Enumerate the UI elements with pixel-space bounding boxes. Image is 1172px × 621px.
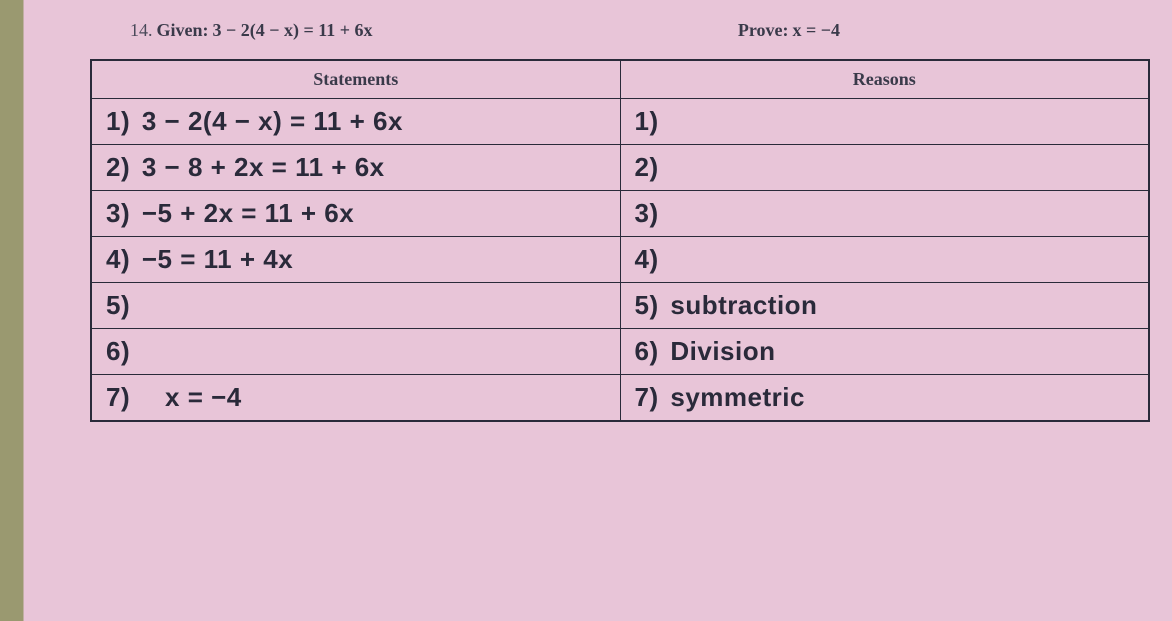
given-equation: 3 − 2(4 − x) = 11 + 6x [213,20,373,40]
prove-section: Prove: x = −4 [738,20,840,41]
reason-text: symmetric [670,382,805,412]
statement-number: 3) [106,198,130,229]
reason-cell: 6) Division [620,329,1149,375]
statement-cell: 5) [91,283,620,329]
table-row: 1) 3 − 2(4 − x) = 11 + 6x 1) [91,99,1149,145]
reasons-header: Reasons [620,60,1149,99]
reason-text: subtraction [670,290,817,320]
problem-header: 14. Given: 3 − 2(4 − x) = 11 + 6x Prove:… [70,20,1120,41]
problem-number: 14. [130,20,153,40]
statement-cell: 4) −5 = 11 + 4x [91,237,620,283]
statement-text: x = −4 [165,382,242,412]
reason-cell: 2) [620,145,1149,191]
given-section: 14. Given: 3 − 2(4 − x) = 11 + 6x [130,20,373,41]
reason-cell: 3) [620,191,1149,237]
statement-text: 3 − 8 + 2x = 11 + 6x [142,152,385,182]
statement-cell: 6) [91,329,620,375]
reason-number: 1) [635,106,659,137]
statement-cell: 3) −5 + 2x = 11 + 6x [91,191,620,237]
reason-cell: 1) [620,99,1149,145]
statement-text: −5 + 2x = 11 + 6x [142,198,354,228]
statement-number: 6) [106,336,130,367]
table-row: 4) −5 = 11 + 4x 4) [91,237,1149,283]
reason-number: 3) [635,198,659,229]
reason-text: Division [670,336,775,366]
statement-number: 4) [106,244,130,275]
table-row: 6) 6) Division [91,329,1149,375]
prove-equation: x = −4 [792,20,840,40]
reason-number: 7) [635,382,659,413]
statement-text: −5 = 11 + 4x [142,244,293,274]
reason-number: 4) [635,244,659,275]
worksheet-page: 14. Given: 3 − 2(4 − x) = 11 + 6x Prove:… [40,0,1150,621]
proof-table: Statements Reasons 1) 3 − 2(4 − x) = 11 … [90,59,1150,422]
prove-label: Prove: [738,20,789,40]
reason-cell: 5) subtraction [620,283,1149,329]
table-row: 3) −5 + 2x = 11 + 6x 3) [91,191,1149,237]
statement-number: 1) [106,106,130,137]
statement-cell: 7) x = −4 [91,375,620,421]
statement-number: 5) [106,290,130,321]
table-header-row: Statements Reasons [91,60,1149,99]
reason-number: 5) [635,290,659,321]
reason-number: 6) [635,336,659,367]
reason-cell: 7) symmetric [620,375,1149,421]
statement-number: 7) [106,382,130,413]
reason-cell: 4) [620,237,1149,283]
given-label: Given: [157,20,209,40]
table-row: 2) 3 − 8 + 2x = 11 + 6x 2) [91,145,1149,191]
statement-text: 3 − 2(4 − x) = 11 + 6x [142,106,403,136]
table-row: 7) x = −4 7) symmetric [91,375,1149,421]
statement-cell: 1) 3 − 2(4 − x) = 11 + 6x [91,99,620,145]
reason-number: 2) [635,152,659,183]
statements-header: Statements [91,60,620,99]
statement-cell: 2) 3 − 8 + 2x = 11 + 6x [91,145,620,191]
statement-number: 2) [106,152,130,183]
table-row: 5) 5) subtraction [91,283,1149,329]
